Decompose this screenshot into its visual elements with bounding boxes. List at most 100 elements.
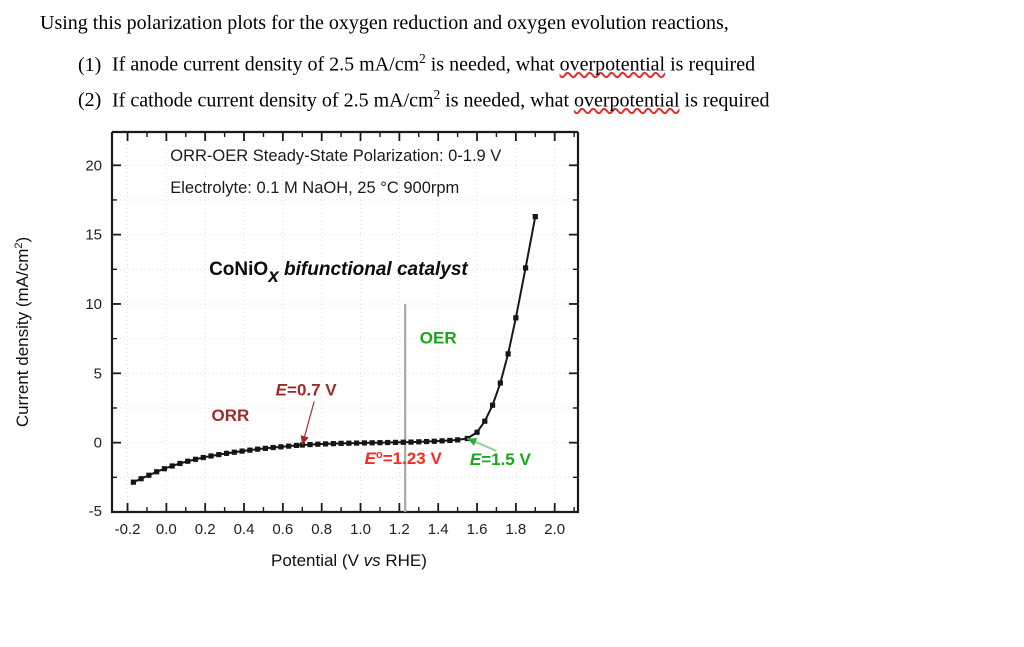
data-point-marker xyxy=(416,439,422,445)
question-item-2-text-before: If cathode current density of 2.5 mA/cm xyxy=(112,89,434,112)
data-point-marker xyxy=(216,451,222,458)
data-point-marker xyxy=(482,418,488,424)
data-point-marker xyxy=(505,351,511,357)
x-tick-label: -0.2 xyxy=(115,521,141,538)
data-point-marker xyxy=(423,438,430,445)
question-item-1: (1) If anode current density of 2.5 mA/c… xyxy=(78,44,1000,80)
data-point-marker xyxy=(315,441,321,447)
data-point-marker xyxy=(130,479,136,485)
data-point-marker xyxy=(293,442,300,449)
data-point-marker xyxy=(377,440,383,446)
data-point-marker xyxy=(489,402,496,408)
question-item-1-text-before: If anode current density of 2.5 mA/cm xyxy=(112,53,420,76)
data-point-marker xyxy=(392,439,399,445)
y-axis-title: Current density (mA/cm2) xyxy=(13,237,32,427)
data-point-marker xyxy=(192,456,199,462)
chart-xtick-labels: -0.2 0.0 0.2 0.4 0.6 0.8 1.0 1.2 1.4 1.6 1.8 2.0 xyxy=(115,521,566,538)
data-point-marker xyxy=(154,469,160,475)
question-item-1-text-after: is required xyxy=(665,53,756,76)
y-tick-label: 15 xyxy=(85,227,102,244)
data-point-marker xyxy=(322,441,329,447)
x-tick-label: 1.8 xyxy=(505,521,526,538)
question-list: (1) If anode current density of 2.5 mA/c… xyxy=(40,44,1000,115)
question-intro: Using this polarization plots for the ox… xyxy=(40,12,729,34)
question-item-1-number: (1) xyxy=(78,53,102,76)
e0-123-label: Eo=1.23 V xyxy=(365,449,443,468)
data-point-marker xyxy=(361,440,368,446)
data-point-marker xyxy=(255,446,261,452)
x-tick-label: 1.6 xyxy=(467,521,488,538)
data-point-marker xyxy=(400,439,406,445)
chart-note-line-2: Electrolyte: 0.1 M NaOH, 25 °C 900rpm xyxy=(170,179,459,197)
question-item-2-squiggle-word: overpotential xyxy=(574,89,680,112)
data-point-marker xyxy=(270,444,276,451)
data-point-marker xyxy=(439,438,445,444)
data-point-marker xyxy=(200,454,206,461)
e-15-label-arrowhead xyxy=(467,438,478,446)
data-point-marker xyxy=(522,265,529,271)
data-point-marker xyxy=(177,460,183,467)
chart-axes-frame xyxy=(110,130,580,514)
data-point-marker xyxy=(338,440,344,446)
data-point-marker xyxy=(307,441,313,448)
x-axis-title: Potential (V vs RHE) xyxy=(271,551,427,570)
y-tick-label: 20 xyxy=(85,157,102,174)
question-item-2-number: (2) xyxy=(78,89,102,112)
e-07-label: E=0.7 V xyxy=(276,381,338,400)
question-item-1-exponent: 2 xyxy=(419,51,426,66)
y-tick-label: 5 xyxy=(94,365,102,382)
x-tick-label: 0.4 xyxy=(234,521,255,538)
data-point-marker xyxy=(447,437,453,444)
data-point-marker xyxy=(208,453,214,459)
orr-label: ORR xyxy=(212,406,250,425)
data-point-marker xyxy=(161,466,168,472)
y-tick-label: 10 xyxy=(85,296,102,313)
data-point-marker xyxy=(431,438,437,444)
data-point-marker xyxy=(299,442,305,448)
x-tick-label: 0.6 xyxy=(272,521,293,538)
question-item-2-text-after: is required xyxy=(679,89,770,112)
question-item-2-exponent: 2 xyxy=(433,86,441,102)
data-point-marker xyxy=(185,458,191,464)
data-point-marker xyxy=(169,463,175,469)
data-point-marker xyxy=(474,429,480,435)
data-point-marker xyxy=(497,380,503,386)
question-item-1-text: If anode current density of 2.5 mA/cm2 i… xyxy=(112,44,755,80)
question-block: Using this polarization plots for the ox… xyxy=(40,8,1000,115)
data-point-marker xyxy=(286,443,292,449)
polarization-chart: -0.2 0.0 0.2 0.4 0.6 0.8 1.0 1.2 1.4 1.6 1.8 2.0 -5… xyxy=(0,120,620,580)
data-point-marker xyxy=(513,315,519,321)
data-point-marker xyxy=(146,472,152,478)
data-point-marker xyxy=(532,213,538,220)
question-item-2: (2) If cathode current density of 2.5 mA… xyxy=(78,80,1000,116)
chart-annotations: ORR OER E=0.7 V Eo=1.23 V E=1.5 V xyxy=(212,328,532,468)
data-point-marker xyxy=(385,439,391,446)
data-point-marker xyxy=(262,445,268,451)
y-tick-label: 0 xyxy=(94,435,102,452)
x-tick-label: 1.2 xyxy=(389,521,410,538)
e-07-label-arrowhead xyxy=(300,435,309,446)
x-tick-label: 0.0 xyxy=(156,521,177,538)
x-tick-label: 1.0 xyxy=(350,521,371,538)
question-item-1-squiggle-word: overpotential xyxy=(559,53,666,76)
polarization-chart-svg: -0.2 0.0 0.2 0.4 0.6 0.8 1.0 1.2 1.4 1.6 1.8 2.0 -5… xyxy=(13,130,580,570)
curve-path xyxy=(132,215,537,484)
y-tick-label: -5 xyxy=(89,503,102,520)
e-15-label: E=1.5 V xyxy=(470,450,532,469)
data-point-marker xyxy=(354,440,360,446)
data-point-marker xyxy=(278,444,284,450)
chart-ticks xyxy=(112,132,578,513)
data-point-marker xyxy=(239,448,245,454)
data-point-marker xyxy=(408,439,414,445)
data-point-marker xyxy=(247,447,253,453)
question-item-2-text-mid: is needed, what xyxy=(440,89,575,112)
x-tick-label: 0.2 xyxy=(195,521,216,538)
polarization-curve xyxy=(130,213,538,485)
x-tick-label: 0.8 xyxy=(311,521,332,538)
data-point-marker xyxy=(346,440,352,446)
catalyst-label: CoNiOx bifunctional catalyst xyxy=(209,259,468,287)
data-point-marker xyxy=(369,440,375,446)
data-point-marker xyxy=(330,441,336,447)
data-point-marker xyxy=(455,437,461,443)
data-point-marker xyxy=(223,450,230,456)
